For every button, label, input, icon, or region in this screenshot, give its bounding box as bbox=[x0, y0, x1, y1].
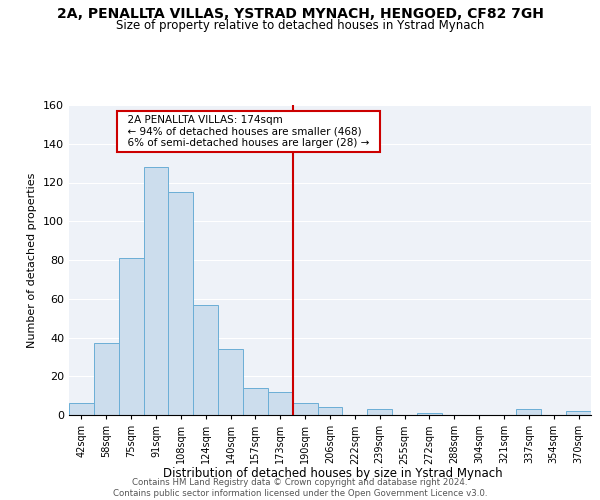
Bar bbox=[566, 411, 591, 415]
Bar bbox=[317, 407, 343, 415]
Bar bbox=[169, 192, 193, 415]
Bar bbox=[417, 413, 442, 415]
Bar bbox=[243, 388, 268, 415]
Bar bbox=[143, 167, 169, 415]
Text: Contains HM Land Registry data © Crown copyright and database right 2024.
Contai: Contains HM Land Registry data © Crown c… bbox=[113, 478, 487, 498]
Text: 2A, PENALLTA VILLAS, YSTRAD MYNACH, HENGOED, CF82 7GH: 2A, PENALLTA VILLAS, YSTRAD MYNACH, HENG… bbox=[56, 8, 544, 22]
Bar bbox=[293, 404, 317, 415]
Bar bbox=[119, 258, 143, 415]
Bar bbox=[94, 344, 119, 415]
Bar bbox=[193, 304, 218, 415]
Bar bbox=[367, 409, 392, 415]
Text: 2A PENALLTA VILLAS: 174sqm  
  ← 94% of detached houses are smaller (468)  
  6%: 2A PENALLTA VILLAS: 174sqm ← 94% of deta… bbox=[121, 114, 376, 148]
Text: Distribution of detached houses by size in Ystrad Mynach: Distribution of detached houses by size … bbox=[163, 467, 503, 480]
Bar bbox=[268, 392, 293, 415]
Bar bbox=[218, 349, 243, 415]
Bar bbox=[517, 409, 541, 415]
Y-axis label: Number of detached properties: Number of detached properties bbox=[28, 172, 37, 348]
Bar bbox=[69, 404, 94, 415]
Text: Size of property relative to detached houses in Ystrad Mynach: Size of property relative to detached ho… bbox=[116, 19, 484, 32]
